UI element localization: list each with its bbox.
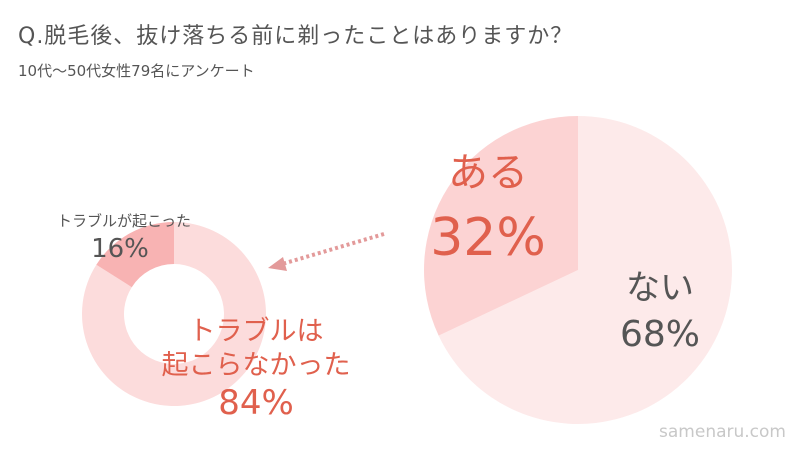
pie-slice-nai — [438, 116, 732, 425]
slice-value-trouble: 16% — [91, 234, 149, 264]
donut-slice-trouble — [96, 222, 174, 288]
chart-subtitle: 10代〜50代女性79名にアンケート — [18, 62, 255, 80]
slice-label-aru: ある — [448, 150, 528, 196]
donut-chart — [82, 222, 266, 407]
arrow-head — [268, 257, 287, 271]
arrow-line — [281, 232, 385, 266]
slice-label-trouble: トラブルが起こった — [57, 212, 191, 230]
main-pie-chart — [424, 116, 732, 425]
donut-slice-no-trouble — [82, 222, 266, 407]
slice-label-no-trouble-line2: 起こらなかった — [162, 350, 351, 381]
slice-label-nai: ない — [626, 268, 694, 308]
pointer-arrow — [268, 232, 385, 271]
slice-value-aru: 32% — [430, 208, 546, 268]
slice-value-nai: 68% — [620, 314, 700, 355]
slice-label-no-trouble-line1: トラブルは — [189, 316, 324, 347]
site-credit: samenaru.com — [659, 422, 786, 442]
chart-title: Q.脱毛後、抜け落ちる前に剃ったことはありますか？ — [18, 24, 574, 49]
slice-value-no-trouble: 84% — [218, 383, 294, 423]
pie-slice-aru — [424, 116, 578, 336]
